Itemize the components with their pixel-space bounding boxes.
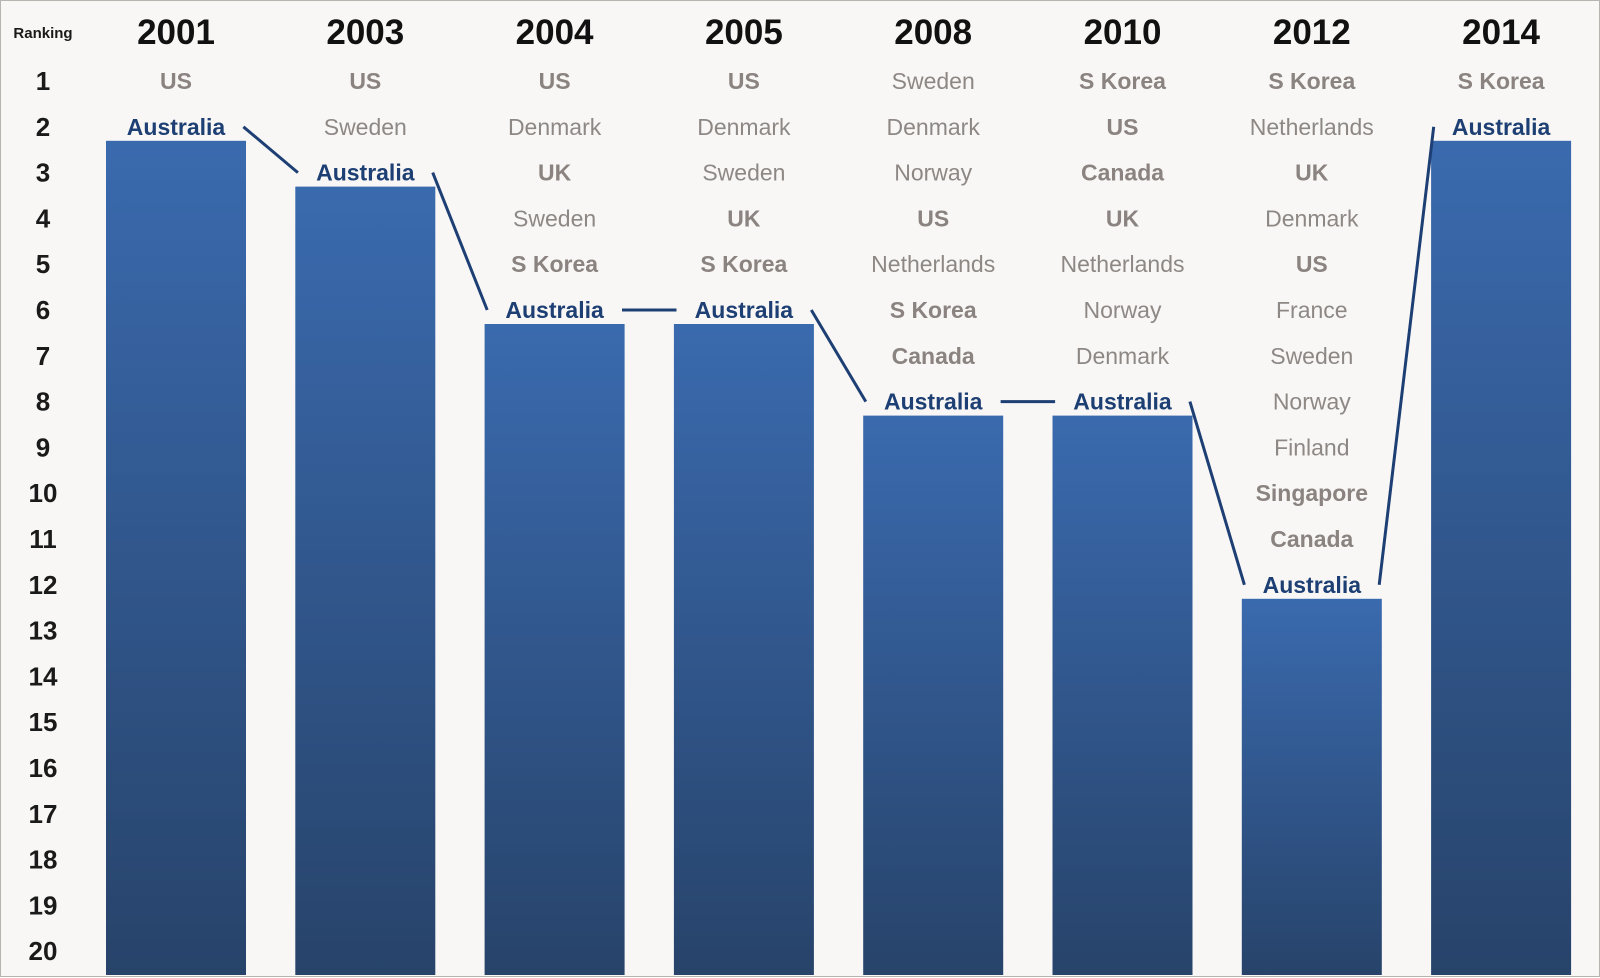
country-label: UK bbox=[1295, 160, 1329, 186]
country-label: US bbox=[539, 68, 571, 94]
connector-line bbox=[431, 172, 489, 311]
country-label: Denmark bbox=[1076, 343, 1170, 369]
rank-number: 2 bbox=[36, 112, 50, 142]
country-label: Sweden bbox=[513, 205, 596, 231]
highlight-country-label: Australia bbox=[316, 160, 415, 186]
rank-number: 11 bbox=[29, 524, 57, 554]
country-label: US bbox=[917, 205, 949, 231]
connector-line bbox=[1377, 126, 1436, 585]
highlight-country-label: Australia bbox=[695, 297, 794, 323]
rank-number: 4 bbox=[36, 203, 51, 233]
rank-bar bbox=[1052, 415, 1193, 976]
year-label: 2004 bbox=[516, 13, 594, 52]
year-label: 2005 bbox=[705, 13, 783, 52]
highlight-country-label: Australia bbox=[884, 389, 983, 415]
rank-number: 12 bbox=[29, 570, 58, 600]
country-label: Norway bbox=[1084, 297, 1162, 323]
country-label: Canada bbox=[1081, 160, 1164, 186]
country-label: Denmark bbox=[508, 114, 602, 140]
country-label: US bbox=[1107, 114, 1139, 140]
country-label: UK bbox=[727, 205, 761, 231]
country-label: Sweden bbox=[324, 114, 407, 140]
rank-bar bbox=[484, 324, 625, 975]
connector-line bbox=[242, 125, 299, 174]
ranking-axis-title: Ranking bbox=[13, 25, 72, 42]
country-label: Norway bbox=[1273, 389, 1351, 415]
rank-number: 19 bbox=[29, 890, 58, 920]
rank-number: 5 bbox=[36, 249, 50, 279]
country-label: Sweden bbox=[892, 68, 975, 94]
rank-bar bbox=[106, 140, 246, 976]
rank-number: 7 bbox=[36, 341, 50, 371]
country-label: S Korea bbox=[1458, 68, 1545, 94]
rank-number: 10 bbox=[29, 478, 58, 508]
bars-layer bbox=[106, 140, 1572, 976]
rank-number: 1 bbox=[36, 66, 50, 96]
country-label: US bbox=[160, 68, 192, 94]
country-label: Denmark bbox=[697, 114, 791, 140]
country-label: US bbox=[1296, 251, 1328, 277]
highlight-country-label: Australia bbox=[1073, 389, 1172, 415]
year-labels: 2001 2003 2004 2005 2008 2010 2012 2014 bbox=[137, 13, 1540, 52]
rank-number: 8 bbox=[36, 387, 50, 417]
year-label: 2014 bbox=[1462, 13, 1540, 52]
highlight-country-label: Australia bbox=[1263, 572, 1362, 598]
country-label: UK bbox=[1106, 205, 1140, 231]
rank-bar bbox=[673, 324, 814, 975]
country-label: S Korea bbox=[890, 297, 977, 323]
country-label: Sweden bbox=[702, 160, 785, 186]
country-label: Finland bbox=[1274, 434, 1349, 460]
year-label: 2008 bbox=[894, 13, 972, 52]
country-label: US bbox=[349, 68, 381, 94]
year-label: 2001 bbox=[137, 13, 215, 52]
rank-number: 14 bbox=[29, 661, 58, 691]
country-label: Canada bbox=[1270, 526, 1353, 552]
highlight-country-label: Australia bbox=[1452, 114, 1551, 140]
rank-bar bbox=[295, 186, 436, 976]
rank-number: 20 bbox=[29, 936, 58, 966]
country-label: Sweden bbox=[1270, 343, 1353, 369]
country-label: S Korea bbox=[1079, 68, 1166, 94]
rank-number: 6 bbox=[36, 295, 50, 325]
country-label: Denmark bbox=[887, 114, 981, 140]
rank-number: 9 bbox=[36, 432, 50, 462]
rank-bar bbox=[1241, 598, 1382, 975]
country-label: US bbox=[728, 68, 760, 94]
country-label: Canada bbox=[892, 343, 975, 369]
connector-layer bbox=[242, 125, 1436, 586]
country-label: UK bbox=[538, 160, 572, 186]
country-label: Norway bbox=[894, 160, 972, 186]
country-label: S Korea bbox=[700, 251, 787, 277]
highlight-country-label: Australia bbox=[127, 114, 226, 140]
highlight-country-label: Australia bbox=[505, 297, 604, 323]
country-label: Singapore bbox=[1256, 480, 1368, 506]
year-label: 2003 bbox=[326, 13, 404, 52]
country-label: S Korea bbox=[1268, 68, 1355, 94]
rank-number: 15 bbox=[29, 707, 58, 737]
connector-line bbox=[1188, 401, 1246, 586]
rank-number: 16 bbox=[29, 753, 58, 783]
rank-number: 18 bbox=[29, 845, 58, 875]
rank-number: 3 bbox=[36, 158, 50, 188]
year-label: 2010 bbox=[1084, 13, 1162, 52]
rank-bar bbox=[1431, 140, 1572, 976]
country-label: France bbox=[1276, 297, 1348, 323]
connector-line bbox=[810, 309, 868, 403]
country-label: Denmark bbox=[1265, 205, 1359, 231]
country-label: S Korea bbox=[511, 251, 598, 277]
year-label: 2012 bbox=[1273, 13, 1351, 52]
country-labels: US Australia US Sweden Australia US Denmark UK S… bbox=[127, 68, 1551, 598]
country-label: Netherlands bbox=[1250, 114, 1374, 140]
rank-bar bbox=[863, 415, 1004, 976]
rank-number: 13 bbox=[29, 616, 58, 646]
country-label: Netherlands bbox=[871, 251, 995, 277]
rank-number: 17 bbox=[29, 799, 58, 829]
country-label: Netherlands bbox=[1060, 251, 1184, 277]
